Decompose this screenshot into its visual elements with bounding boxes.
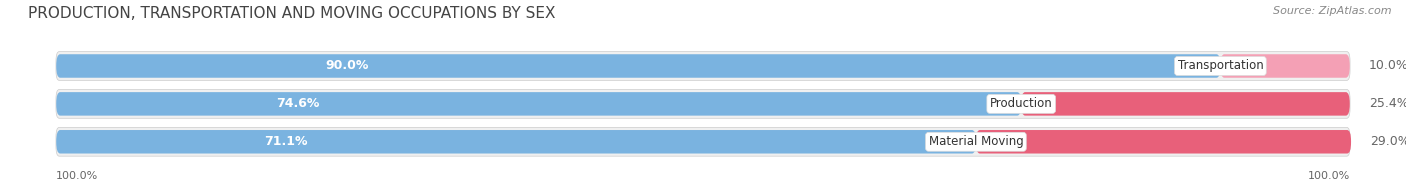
Text: PRODUCTION, TRANSPORTATION AND MOVING OCCUPATIONS BY SEX: PRODUCTION, TRANSPORTATION AND MOVING OC… [28,6,555,21]
Text: 100.0%: 100.0% [1308,171,1350,181]
Text: Material Moving: Material Moving [928,135,1024,148]
FancyBboxPatch shape [56,52,1350,80]
Text: 29.0%: 29.0% [1371,135,1406,148]
FancyBboxPatch shape [976,130,1351,153]
FancyBboxPatch shape [56,54,1220,78]
Text: 90.0%: 90.0% [326,60,368,73]
Text: Production: Production [990,97,1053,110]
FancyBboxPatch shape [56,130,976,153]
FancyBboxPatch shape [1220,54,1350,78]
FancyBboxPatch shape [56,127,1350,156]
Text: 10.0%: 10.0% [1369,60,1406,73]
Text: 100.0%: 100.0% [56,171,98,181]
Text: Transportation: Transportation [1178,60,1263,73]
FancyBboxPatch shape [56,92,1021,116]
Text: Source: ZipAtlas.com: Source: ZipAtlas.com [1274,6,1392,16]
FancyBboxPatch shape [56,90,1350,118]
Text: 25.4%: 25.4% [1369,97,1406,110]
Text: 71.1%: 71.1% [264,135,308,148]
FancyBboxPatch shape [1021,92,1350,116]
Text: 74.6%: 74.6% [276,97,319,110]
